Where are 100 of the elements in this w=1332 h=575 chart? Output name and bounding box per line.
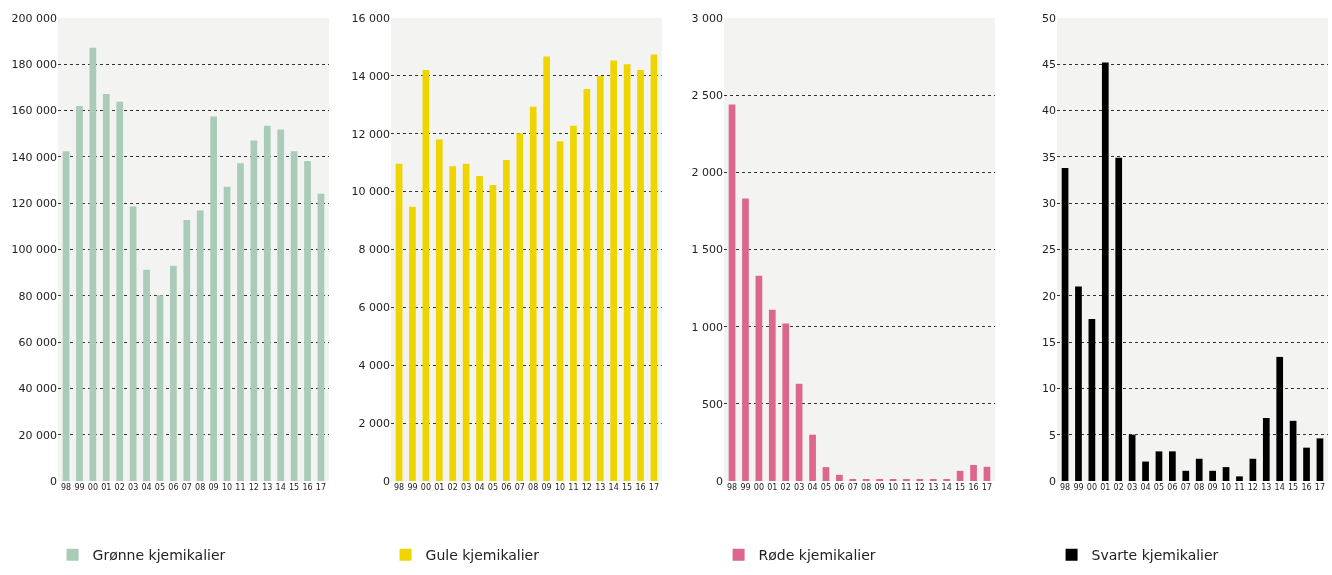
y-tick-label: 12 000 xyxy=(351,127,390,141)
bar xyxy=(876,478,883,481)
y-tick-label: 0 xyxy=(716,474,723,488)
x-tick-label: 99 xyxy=(74,483,85,492)
x-tick-label: 08 xyxy=(195,483,206,492)
y-tick-label: 0 xyxy=(383,474,390,488)
bar xyxy=(250,140,258,481)
bar xyxy=(449,166,457,481)
x-tick-label: 01 xyxy=(767,483,778,492)
bar xyxy=(610,60,618,481)
x-tick-label: 07 xyxy=(514,483,525,492)
bar xyxy=(196,210,204,481)
x-tick-label: 04 xyxy=(1140,483,1151,492)
bar xyxy=(1316,438,1324,481)
x-tick-label: 99 xyxy=(740,483,751,492)
bar xyxy=(1222,467,1230,481)
y-tick-label: 100 000 xyxy=(11,243,57,257)
bar xyxy=(570,125,577,481)
x-tick-label: 12 xyxy=(248,483,259,492)
x-tick-label: 13 xyxy=(1261,483,1272,492)
x-tick-label: 03 xyxy=(128,483,139,492)
bar xyxy=(290,151,298,481)
y-tick-label: 200 000 xyxy=(11,11,57,25)
y-tick-label: 140 000 xyxy=(11,150,57,164)
bar xyxy=(1236,476,1243,481)
bar xyxy=(304,161,311,481)
bar xyxy=(1195,458,1203,481)
bar xyxy=(156,295,164,481)
x-tick-label: 09 xyxy=(874,483,885,492)
y-tick-label: 80 000 xyxy=(18,289,57,303)
bar xyxy=(929,478,937,481)
bar xyxy=(1115,157,1123,481)
x-tick-label: 10 xyxy=(1220,483,1232,492)
x-tick-label: 03 xyxy=(1127,483,1138,492)
bar xyxy=(1142,461,1149,481)
x-tick-label: 09 xyxy=(541,483,552,492)
bar xyxy=(862,478,870,481)
x-tick-label: 02 xyxy=(1113,483,1124,492)
bar xyxy=(1262,418,1270,481)
bar xyxy=(742,198,749,481)
bar xyxy=(1169,451,1176,481)
x-tick-label: 08 xyxy=(1194,483,1205,492)
bar xyxy=(62,151,70,481)
y-tick-label: 8 000 xyxy=(358,243,390,257)
y-tick-label: 6 000 xyxy=(358,301,390,315)
x-tick-label: 06 xyxy=(501,483,512,492)
x-tick-label: 00 xyxy=(420,483,431,492)
y-tick-label: 35 xyxy=(1042,150,1056,164)
x-tick-label: 99 xyxy=(407,483,418,492)
x-tick-label: 08 xyxy=(861,483,872,492)
x-tick-label: 01 xyxy=(434,483,445,492)
x-tick-label: 13 xyxy=(928,483,939,492)
x-tick-label: 13 xyxy=(262,483,273,492)
x-tick-label: 11 xyxy=(235,483,246,492)
bar xyxy=(237,163,244,481)
x-tick-label: 05 xyxy=(1153,483,1165,492)
y-tick-label: 25 xyxy=(1042,243,1056,257)
x-tick-label: 15 xyxy=(289,483,300,492)
y-tick-label: 40 xyxy=(1042,104,1056,118)
y-tick-label: 20 000 xyxy=(18,428,57,442)
legend-label: Gule kjemikalier xyxy=(425,547,540,564)
bar xyxy=(409,206,416,481)
bar xyxy=(529,106,537,481)
x-tick-label: 98 xyxy=(393,483,405,492)
x-tick-label: 10 xyxy=(221,483,233,492)
bar xyxy=(183,220,191,481)
bar xyxy=(556,141,564,481)
bar xyxy=(489,184,497,481)
bar xyxy=(1182,470,1190,481)
x-tick-label: 05 xyxy=(820,483,832,492)
x-tick-label: 10 xyxy=(887,483,899,492)
y-tick-label: 0 xyxy=(50,474,57,488)
y-tick-label: 10 xyxy=(1042,382,1056,396)
bar xyxy=(395,163,403,481)
bar xyxy=(970,464,977,481)
x-tick-label: 02 xyxy=(447,483,458,492)
y-tick-label: 160 000 xyxy=(11,104,57,118)
y-tick-label: 10 000 xyxy=(351,185,390,199)
bar xyxy=(129,206,137,481)
bar xyxy=(903,478,910,481)
x-tick-label: 17 xyxy=(981,483,993,492)
x-tick-label: 06 xyxy=(834,483,845,492)
bar xyxy=(116,101,124,481)
x-tick-label: 98 xyxy=(60,483,72,492)
x-tick-label: 07 xyxy=(847,483,858,492)
bar xyxy=(1303,447,1310,481)
x-tick-label: 15 xyxy=(1288,483,1299,492)
x-tick-label: 98 xyxy=(1059,483,1071,492)
y-tick-label: 5 xyxy=(1049,428,1056,442)
x-tick-label: 16 xyxy=(302,483,313,492)
bar xyxy=(916,478,924,481)
x-tick-label: 01 xyxy=(101,483,112,492)
y-tick-label: 500 xyxy=(702,397,723,411)
bar xyxy=(836,474,843,481)
x-tick-label: 04 xyxy=(474,483,485,492)
y-tick-label: 30 xyxy=(1042,197,1056,211)
x-tick-label: 11 xyxy=(568,483,579,492)
bar xyxy=(543,56,550,481)
y-tick-label: 1 000 xyxy=(691,320,723,334)
bar xyxy=(1276,356,1284,481)
